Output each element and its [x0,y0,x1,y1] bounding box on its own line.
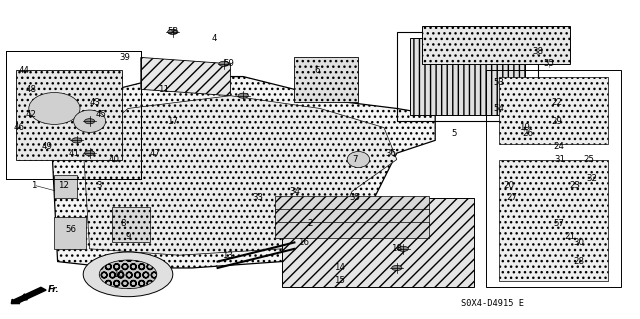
Text: 13: 13 [221,251,233,260]
Text: 6: 6 [314,66,319,75]
Polygon shape [499,77,608,144]
Polygon shape [275,222,429,238]
Polygon shape [51,77,435,268]
Circle shape [392,265,402,271]
Text: 3: 3 [97,181,102,189]
Text: 8: 8 [120,219,125,228]
Polygon shape [141,57,230,96]
Circle shape [72,138,82,143]
Text: 31: 31 [554,155,566,164]
Text: 35: 35 [349,193,361,202]
FancyArrow shape [12,287,46,304]
Circle shape [219,61,229,66]
Circle shape [168,29,178,34]
Polygon shape [410,38,525,115]
Text: 39: 39 [120,53,130,62]
Text: 18: 18 [391,244,403,253]
Text: 49: 49 [42,142,52,151]
Text: 33: 33 [252,193,264,202]
Text: 1: 1 [31,181,36,189]
Text: 45: 45 [95,110,107,119]
Polygon shape [282,198,474,287]
Text: 47: 47 [150,149,161,158]
Circle shape [99,260,157,289]
Text: 21: 21 [564,232,575,241]
Polygon shape [499,160,608,281]
Polygon shape [16,70,122,160]
Text: 54: 54 [493,104,505,113]
Text: 14: 14 [333,263,345,272]
Text: 41: 41 [68,149,79,158]
Text: 12: 12 [58,181,70,189]
Text: 23: 23 [569,181,580,189]
Text: 36: 36 [385,149,396,158]
Text: 29: 29 [552,117,562,126]
Text: 5: 5 [452,130,457,138]
Text: 11: 11 [157,85,169,94]
Text: 17: 17 [167,117,179,126]
Text: 26: 26 [522,130,534,138]
Ellipse shape [348,152,370,167]
Text: 56: 56 [65,225,76,234]
Text: 9: 9 [125,232,131,241]
Text: 15: 15 [333,276,345,285]
Text: Fr.: Fr. [48,285,60,294]
Text: 53: 53 [493,78,505,87]
Polygon shape [275,209,429,225]
Text: 42: 42 [25,110,36,119]
Circle shape [83,252,173,297]
Polygon shape [112,207,150,242]
Circle shape [238,93,248,98]
Text: 46: 46 [13,123,25,132]
Text: 48: 48 [25,85,36,94]
Text: 7: 7 [353,155,358,164]
Text: 2: 2 [308,219,313,228]
Text: 58: 58 [167,27,179,36]
Polygon shape [54,175,77,198]
Text: 10: 10 [113,270,124,279]
Text: 20: 20 [503,181,515,189]
Text: 4: 4 [212,34,217,43]
Polygon shape [83,96,397,255]
Text: 28: 28 [573,257,585,266]
Text: 38: 38 [532,47,543,56]
Text: 44: 44 [19,66,30,75]
Polygon shape [422,26,570,64]
Polygon shape [294,57,358,102]
Circle shape [84,151,95,156]
Circle shape [398,246,408,251]
Text: 27: 27 [506,193,518,202]
Text: 25: 25 [583,155,595,164]
Text: 24: 24 [553,142,564,151]
Circle shape [84,119,95,124]
Text: 55: 55 [543,59,555,68]
Polygon shape [54,217,86,249]
Text: 57: 57 [553,219,564,228]
Ellipse shape [29,93,80,124]
Polygon shape [275,196,429,212]
Text: 34: 34 [289,187,300,196]
Text: 16: 16 [298,238,310,247]
Text: 59: 59 [224,59,234,68]
Text: 32: 32 [586,174,598,183]
Text: 43: 43 [89,98,100,107]
Text: 30: 30 [573,238,585,247]
Ellipse shape [74,110,106,132]
Text: 22: 22 [551,98,563,107]
Text: 40: 40 [108,155,120,164]
Text: S0X4-D4915 E: S0X4-D4915 E [461,299,524,308]
Text: 19: 19 [520,123,530,132]
